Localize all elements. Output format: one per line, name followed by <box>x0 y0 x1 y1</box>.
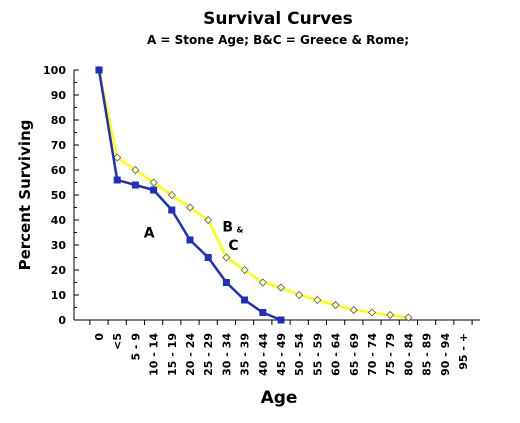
annotation-label: B <box>222 219 233 235</box>
chart-title: Survival Curves <box>203 9 353 29</box>
data-point <box>113 153 122 162</box>
y-tick-label: 40 <box>51 214 67 227</box>
x-tick-label: 80 - 84 <box>402 333 415 376</box>
data-point <box>222 253 231 262</box>
x-tick-label: 60 - 64 <box>330 333 343 376</box>
annotation-label: A <box>144 226 155 242</box>
data-point <box>168 206 176 214</box>
x-tick-label: <5 <box>111 333 124 350</box>
data-point <box>113 176 121 184</box>
y-tick-label: 80 <box>51 114 67 127</box>
x-tick-label: 0 <box>93 333 106 341</box>
y-tick-label: 10 <box>51 289 67 302</box>
data-point <box>131 165 140 175</box>
data-point <box>204 215 213 225</box>
y-tick-label: 70 <box>51 139 67 152</box>
data-point <box>276 283 286 292</box>
data-point <box>167 190 176 200</box>
annotation-label: & <box>236 226 243 235</box>
x-tick-label: 75 - 79 <box>384 333 397 376</box>
data-point <box>149 178 158 187</box>
x-tick-label: 5 - 9 <box>129 333 142 361</box>
axes: 0 10 20 30 40 50 60 70 80 90 100 0 <5 5 - 9 10 - 14 15 … <box>43 64 480 376</box>
data-point <box>313 295 322 305</box>
x-tick-label: 70 - 74 <box>366 333 379 376</box>
y-tick-label: 20 <box>51 264 67 277</box>
y-axis-title: Percent Surviving <box>16 120 34 271</box>
x-tick-label: 65 - 69 <box>348 333 361 376</box>
annotation-label: C <box>228 238 238 254</box>
data-point <box>186 236 194 244</box>
chart-subtitle: A = Stone Age; B&C = Greece & Rome; <box>146 33 410 47</box>
data-point <box>258 278 267 287</box>
data-point <box>131 181 139 189</box>
y-tick-label: 90 <box>51 89 67 102</box>
x-tick-label: 20 - 24 <box>184 333 197 376</box>
data-point <box>277 316 285 324</box>
series-b-c <box>94 65 413 322</box>
data-point <box>349 305 358 315</box>
data-point <box>367 308 377 317</box>
y-tick-label: 50 <box>51 189 67 202</box>
x-tick-label: 15 - 19 <box>166 333 179 376</box>
x-tick-label: 30 - 34 <box>220 333 233 376</box>
data-point <box>185 203 195 212</box>
data-point <box>331 300 340 310</box>
series-layer <box>94 65 413 324</box>
annotations: A B & C <box>144 219 244 254</box>
x-tick-label: 55 - 59 <box>311 333 324 376</box>
data-point <box>295 290 304 300</box>
data-point <box>259 309 267 316</box>
data-point <box>222 279 230 286</box>
x-tick-label: 50 - 54 <box>293 333 306 376</box>
data-point <box>95 66 103 74</box>
x-tick-label: 45 - 49 <box>275 333 288 376</box>
y-tick-label: 60 <box>51 164 67 177</box>
x-tick-label: 40 - 44 <box>257 333 270 376</box>
data-point <box>241 296 249 304</box>
series-line <box>97 69 409 319</box>
x-tick-label: 35 - 39 <box>239 333 252 376</box>
x-tick-label: 85 - 89 <box>421 333 434 376</box>
x-tick-label: 25 - 29 <box>202 333 215 376</box>
x-tick-label: 95 - + <box>457 333 470 370</box>
x-tick-label: 90 - 94 <box>439 333 452 376</box>
series-line <box>97 69 282 322</box>
data-point <box>150 186 158 194</box>
data-point <box>240 265 249 275</box>
y-tick-label: 100 <box>43 64 66 77</box>
series-a <box>95 66 285 324</box>
data-point <box>404 313 413 322</box>
data-point <box>204 254 212 261</box>
x-tick-label: 10 - 14 <box>148 333 161 376</box>
x-axis-title: Age <box>261 388 298 408</box>
y-tick-label: 30 <box>51 239 67 252</box>
data-point <box>386 310 395 320</box>
y-tick-label: 0 <box>58 314 66 327</box>
